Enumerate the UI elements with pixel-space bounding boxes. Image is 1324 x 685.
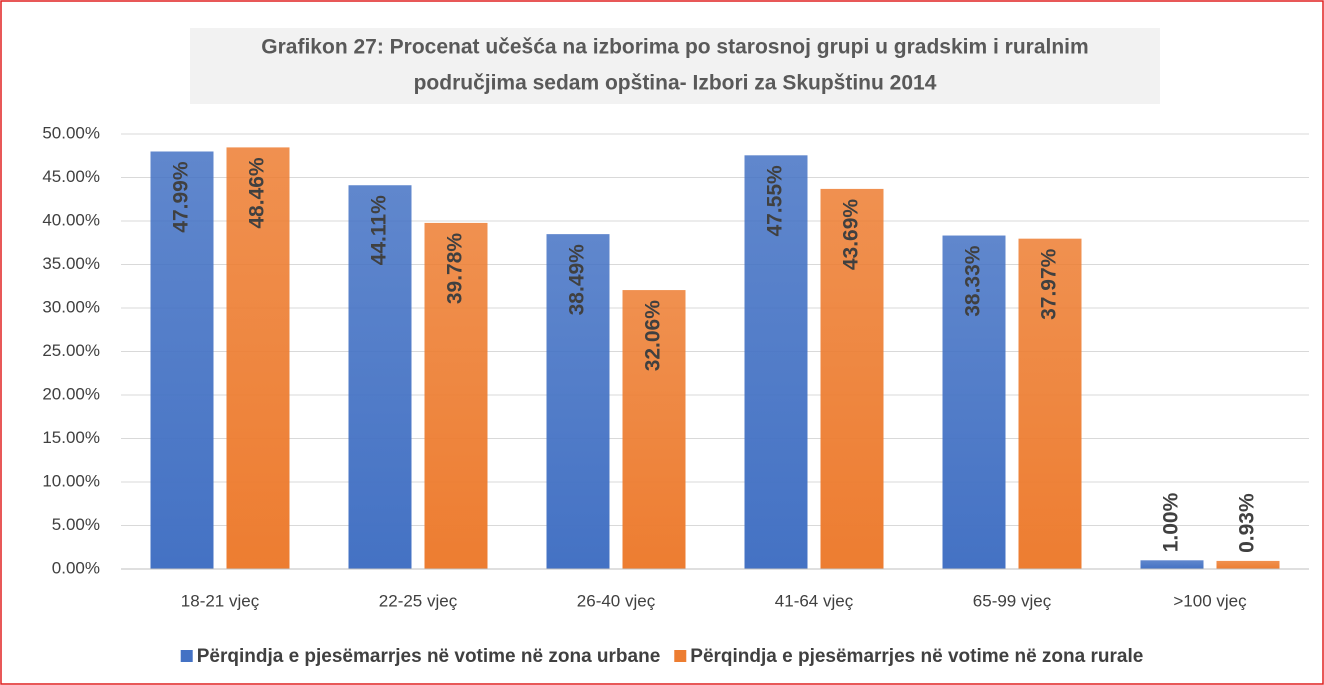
y-tick-label: 40.00% [42,210,100,229]
x-tick-label: 18-21 vjeç [181,591,260,610]
data-label: 0.93% [1236,493,1259,553]
x-tick-label: 41-64 vjeç [775,591,854,610]
y-tick-label: 35.00% [42,254,100,273]
chart-subtitle: područjima sedam opština- Izbori za Skup… [414,72,937,95]
bar [622,290,686,569]
bar [546,234,610,569]
data-label: 32.06% [642,300,665,372]
bar [226,147,290,569]
x-tick-label: 26-40 vjeç [577,591,656,610]
bar [424,222,488,569]
data-label: 47.99% [170,161,193,233]
data-label: 38.49% [566,244,589,316]
bar [348,185,412,570]
bar [820,188,884,569]
bar [1140,560,1204,569]
legend-item: Përqindja e pjesëmarrjes në votime në zo… [180,646,661,667]
y-tick-label: 25.00% [42,341,100,360]
data-label: 44.11% [368,195,391,265]
y-tick-label: 20.00% [42,384,100,403]
bar [744,155,808,569]
legend-item: Përqindja e pjesëmarrjes në votime në zo… [674,646,1143,667]
data-label: 48.46% [246,157,269,229]
y-tick-label: 0.00% [52,558,100,577]
x-tick-label: >100 vjeç [1173,591,1247,610]
data-label: 38.33% [962,245,985,317]
x-tick-label: 65-99 vjeç [973,591,1052,610]
bar [942,235,1006,570]
legend-label: Përqindja e pjesëmarrjes në votime në zo… [197,646,661,667]
data-label: 37.97% [1038,248,1061,320]
y-tick-label: 30.00% [42,297,100,316]
data-label: 43.69% [840,199,863,271]
legend-label: Përqindja e pjesëmarrjes në votime në zo… [690,646,1143,667]
y-tick-label: 5.00% [52,515,100,534]
chart-title: Grafikon 27: Procenat učešća na izborima… [261,36,1088,59]
legend-swatch [180,650,193,662]
data-label: 39.78% [444,233,467,305]
bar [150,151,214,569]
y-tick-label: 15.00% [42,428,100,447]
title-box [190,28,1160,104]
x-tick-label: 22-25 vjeç [379,591,458,610]
data-label: 47.55% [764,165,787,237]
y-tick-label: 10.00% [42,471,100,490]
y-tick-label: 45.00% [42,167,100,186]
bar [1018,238,1082,569]
legend-swatch [674,650,687,662]
y-tick-label: 50.00% [42,123,100,142]
bar [1216,560,1280,569]
data-label: 1.00% [1160,492,1183,552]
